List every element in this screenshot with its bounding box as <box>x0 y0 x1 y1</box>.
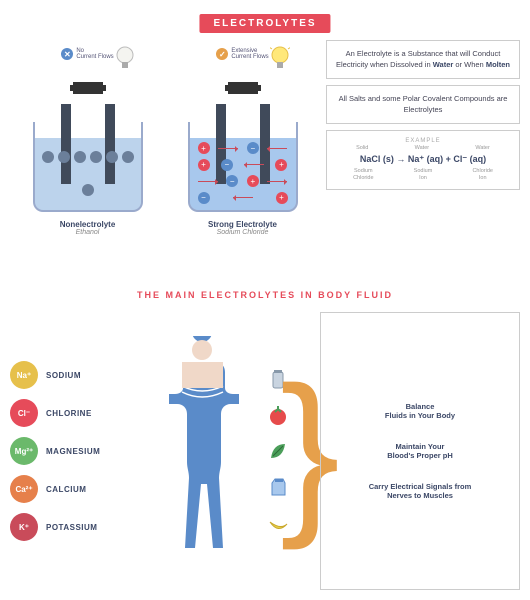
ion-list: Na⁺Sodium Cl⁻Chlorine Mg²⁺Magnesium Ca²⁺… <box>10 312 150 590</box>
exp2-name: Strong Electrolyte <box>208 220 277 229</box>
ion-calcium: Ca²⁺Calcium <box>10 475 150 503</box>
info-column: An Electrolyte is a Substance that will … <box>320 40 520 270</box>
function-signals: Carry Electrical Signals from Nerves to … <box>327 482 513 500</box>
ion-chlorine: Cl⁻Chlorine <box>10 399 150 427</box>
human-body-icon <box>150 312 255 590</box>
example-box: EXAMPLE SolidWaterWater NaCl (s) → Na⁺ (… <box>326 130 520 190</box>
nonelectrolyte-experiment: ✕ No Current Flows Nonelectrolyte Ethano… <box>10 40 165 270</box>
exp1-name: Nonelectrolyte <box>60 220 116 229</box>
equation-ion-labels: Sodium Chloride Sodium Ion Chloride Ion <box>333 168 513 183</box>
function-balance: Balance Fluids in Your Body <box>327 402 513 420</box>
current-flows-tag: ✓ Extensive Current Flows <box>216 48 268 60</box>
exp1-sub: Ethanol <box>76 229 100 236</box>
brace-icon: } <box>300 312 320 590</box>
x-icon: ✕ <box>61 48 73 60</box>
bulb-off-icon <box>115 46 135 74</box>
neutral-particles <box>41 142 135 204</box>
no-current-tag: ✕ No Current Flows <box>61 48 113 60</box>
salts-box: All Salts and some Polar Covalent Compou… <box>326 85 520 124</box>
exp2-sub: Sodium Chloride <box>217 229 269 236</box>
battery-icon <box>73 82 103 94</box>
check-icon: ✓ <box>216 48 228 60</box>
battery-icon <box>228 82 258 94</box>
beaker-electrolyte: + − + − + − + − + <box>188 122 298 212</box>
ion-particles: + − + − + − + − + <box>196 142 290 204</box>
bulb-on-icon <box>270 46 290 74</box>
example-label: EXAMPLE <box>333 137 513 145</box>
main-title: ELECTROLYTES <box>199 14 330 33</box>
equation-phase-labels: SolidWaterWater <box>333 145 513 153</box>
body-fluid-section: Na⁺Sodium Cl⁻Chlorine Mg²⁺Magnesium Ca²⁺… <box>10 312 520 590</box>
equation: NaCl (s) → Na⁺ (aq) + Cl⁻ (aq) <box>333 153 513 166</box>
electrolyte-experiment: ✓ Extensive Current Flows + − + − + − <box>165 40 320 270</box>
definition-box: An Electrolyte is a Substance that will … <box>326 40 520 79</box>
experiments-row: ✕ No Current Flows Nonelectrolyte Ethano… <box>10 40 520 270</box>
function-ph: Maintain Your Blood's Proper pH <box>327 442 513 460</box>
body-fluid-title: THE MAIN ELECTROLYTES IN BODY FLUID <box>0 290 530 300</box>
ion-magnesium: Mg²⁺Magnesium <box>10 437 150 465</box>
ion-potassium: K⁺Potassium <box>10 513 150 541</box>
beaker-nonelectrolyte <box>33 122 143 212</box>
functions-box: Balance Fluids in Your Body Maintain You… <box>320 312 520 590</box>
ion-sodium: Na⁺Sodium <box>10 361 150 389</box>
